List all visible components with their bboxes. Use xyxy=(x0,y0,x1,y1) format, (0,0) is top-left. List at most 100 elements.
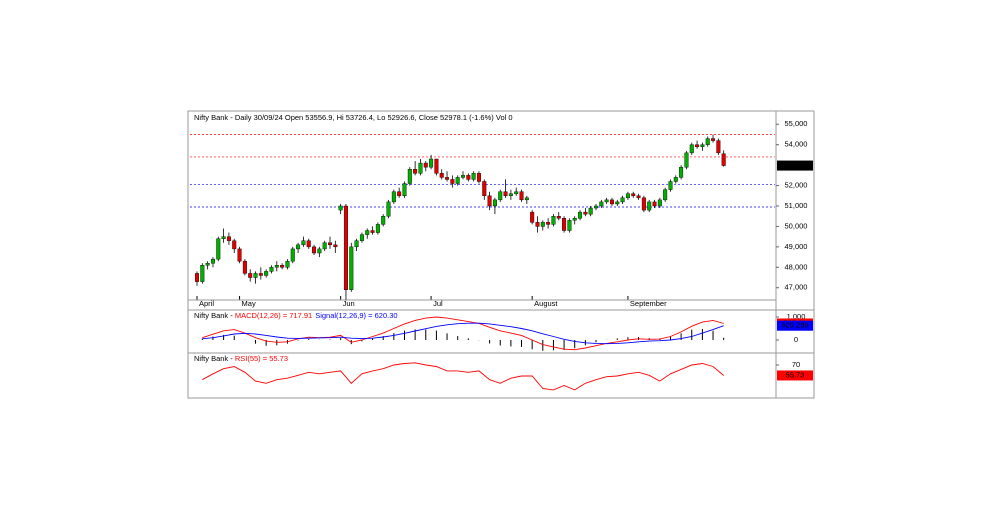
candle-body xyxy=(349,246,354,290)
candle-body xyxy=(711,138,716,141)
last-value-box xyxy=(777,320,813,331)
candle-body xyxy=(258,273,263,276)
candle-body xyxy=(445,177,450,180)
candle-body xyxy=(508,193,513,196)
y-tick-label: 48,000 xyxy=(785,262,808,271)
candle-body xyxy=(439,173,444,178)
candle-body xyxy=(434,158,439,174)
candle-body xyxy=(498,191,503,201)
candle-body xyxy=(312,246,317,254)
candle-body xyxy=(253,273,258,278)
candle-body xyxy=(466,175,471,180)
candle-body xyxy=(413,169,418,174)
candle-body xyxy=(290,248,295,262)
candle-body xyxy=(407,169,412,184)
candle-body xyxy=(535,222,540,227)
rsi-title: Nifty Bank - RSI(55) = 55.73 xyxy=(194,354,288,363)
candle-body xyxy=(397,191,402,196)
candle-body xyxy=(567,220,572,231)
y-tick-label: 0 xyxy=(794,335,798,344)
candle-body xyxy=(562,218,567,231)
y-tick-label: 51,000 xyxy=(785,201,808,210)
series-line xyxy=(202,322,724,345)
candle-body xyxy=(487,195,492,207)
candle-body xyxy=(663,189,668,201)
x-tick-label: April xyxy=(199,299,214,308)
candle-body xyxy=(359,234,364,241)
candle-body xyxy=(264,271,269,276)
candle-body xyxy=(641,197,646,211)
candle-body xyxy=(668,181,673,190)
y-tick-label: 49,000 xyxy=(785,242,808,251)
candle-body xyxy=(391,191,396,203)
candle-body xyxy=(333,244,338,248)
candle-body xyxy=(673,177,678,182)
candle-body xyxy=(514,191,519,194)
candle-body xyxy=(695,144,700,147)
candle-body xyxy=(588,207,593,215)
series-line xyxy=(202,362,724,391)
x-tick-label: Jun xyxy=(343,299,355,308)
candle-body xyxy=(503,191,508,196)
candle-body xyxy=(652,201,657,207)
y-tick-label: 54,000 xyxy=(785,140,808,149)
candle-body xyxy=(370,230,375,233)
candle-body xyxy=(354,240,359,248)
candle-body xyxy=(375,224,380,233)
candle-body xyxy=(700,144,705,147)
legend-entry: MACD(12,26) = 717.91 xyxy=(235,311,312,320)
last-value-label: 620.299 xyxy=(781,321,808,330)
candle-body xyxy=(578,211,583,219)
candle-body xyxy=(338,205,343,211)
x-tick-label: September xyxy=(630,299,667,308)
candle-body xyxy=(583,211,588,215)
candle-body xyxy=(296,244,301,250)
candle-body xyxy=(556,216,561,219)
candle-body xyxy=(721,153,726,166)
candle-body xyxy=(572,218,577,221)
candle-body xyxy=(455,177,460,184)
y-tick-label: 47,000 xyxy=(785,283,808,292)
candle-body xyxy=(657,199,662,207)
candle-body xyxy=(248,273,253,278)
candle-body xyxy=(530,211,535,223)
candle-body xyxy=(492,199,497,207)
candle-body xyxy=(705,138,710,145)
x-tick-label: August xyxy=(534,299,558,308)
candle-body xyxy=(615,201,620,205)
legend-entry: Signal(12,26,9) = 620.30 xyxy=(315,311,397,320)
candle-body xyxy=(237,248,242,262)
last-value-box xyxy=(777,160,813,171)
candle-body xyxy=(381,216,386,225)
candle-body xyxy=(306,240,311,248)
candle-body xyxy=(599,201,604,207)
panel-label: Nifty Bank - xyxy=(194,354,235,363)
candle-body xyxy=(679,166,684,178)
candle-body xyxy=(471,173,476,180)
candle-body xyxy=(620,197,625,203)
candle-body xyxy=(280,265,285,268)
candle-body xyxy=(317,248,322,254)
candle-body xyxy=(242,260,247,274)
last-value-label: 52,978.1 xyxy=(780,161,809,170)
candle-body xyxy=(519,191,524,201)
candle-body xyxy=(322,242,327,250)
candle-body xyxy=(194,273,199,282)
candle-body xyxy=(216,238,221,260)
y-tick-label: 50,000 xyxy=(785,221,808,230)
candle-body xyxy=(301,240,306,246)
candle-body xyxy=(200,265,205,282)
candle-body xyxy=(604,199,609,203)
y-tick-label: 1,000 xyxy=(787,312,806,321)
candle-body xyxy=(205,263,210,266)
candle-body xyxy=(476,173,481,182)
candle-body xyxy=(365,230,370,235)
candle-body xyxy=(684,152,689,168)
candle-body xyxy=(540,222,545,227)
y-tick-label: 55,000 xyxy=(785,119,808,128)
last-value-label: 55.73 xyxy=(786,370,805,379)
candle-body xyxy=(482,181,487,196)
candle-body xyxy=(418,162,423,174)
candle-body xyxy=(210,258,215,264)
